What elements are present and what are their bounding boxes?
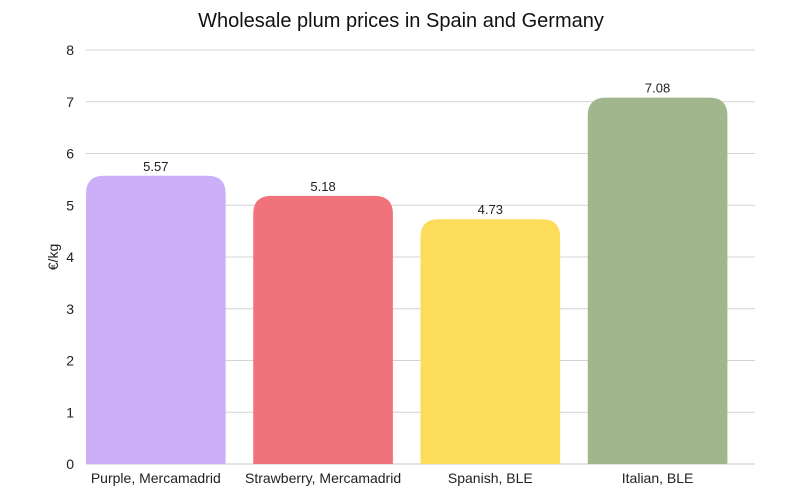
x-category-label: Spanish, BLE bbox=[448, 470, 533, 486]
y-tick-label: 2 bbox=[66, 353, 74, 369]
bar-value-label: 7.08 bbox=[645, 81, 670, 96]
bar bbox=[587, 97, 728, 465]
y-tick-label: 4 bbox=[66, 249, 74, 265]
x-category-label: Purple, Mercamadrid bbox=[91, 470, 221, 486]
bar bbox=[86, 175, 226, 464]
bar bbox=[253, 195, 393, 464]
labels: 0 1 2 3 4 5 6 7 8 5.57 Purple, Mercamadrid 5.18 Stra… bbox=[66, 42, 693, 486]
y-tick-label: 5 bbox=[66, 197, 74, 213]
chart-title: Wholesale plum prices in Spain and Germa… bbox=[198, 10, 604, 32]
bar-value-label: 4.73 bbox=[478, 202, 503, 217]
x-category-label: Italian, BLE bbox=[622, 470, 694, 486]
y-tick-label: 7 bbox=[66, 94, 74, 110]
y-tick-label: 8 bbox=[66, 42, 74, 58]
y-tick-label: 6 bbox=[66, 146, 74, 162]
bar-value-label: 5.18 bbox=[310, 179, 335, 194]
y-axis-label: €/kg bbox=[45, 244, 61, 270]
bar bbox=[420, 219, 561, 464]
bar-value-label: 5.57 bbox=[143, 159, 168, 174]
x-category-label: Strawberry, Mercamadrid bbox=[245, 470, 401, 486]
y-tick-label: 1 bbox=[66, 404, 74, 420]
y-tick-label: 0 bbox=[66, 456, 74, 472]
y-tick-label: 3 bbox=[66, 301, 74, 317]
bars bbox=[86, 97, 728, 465]
